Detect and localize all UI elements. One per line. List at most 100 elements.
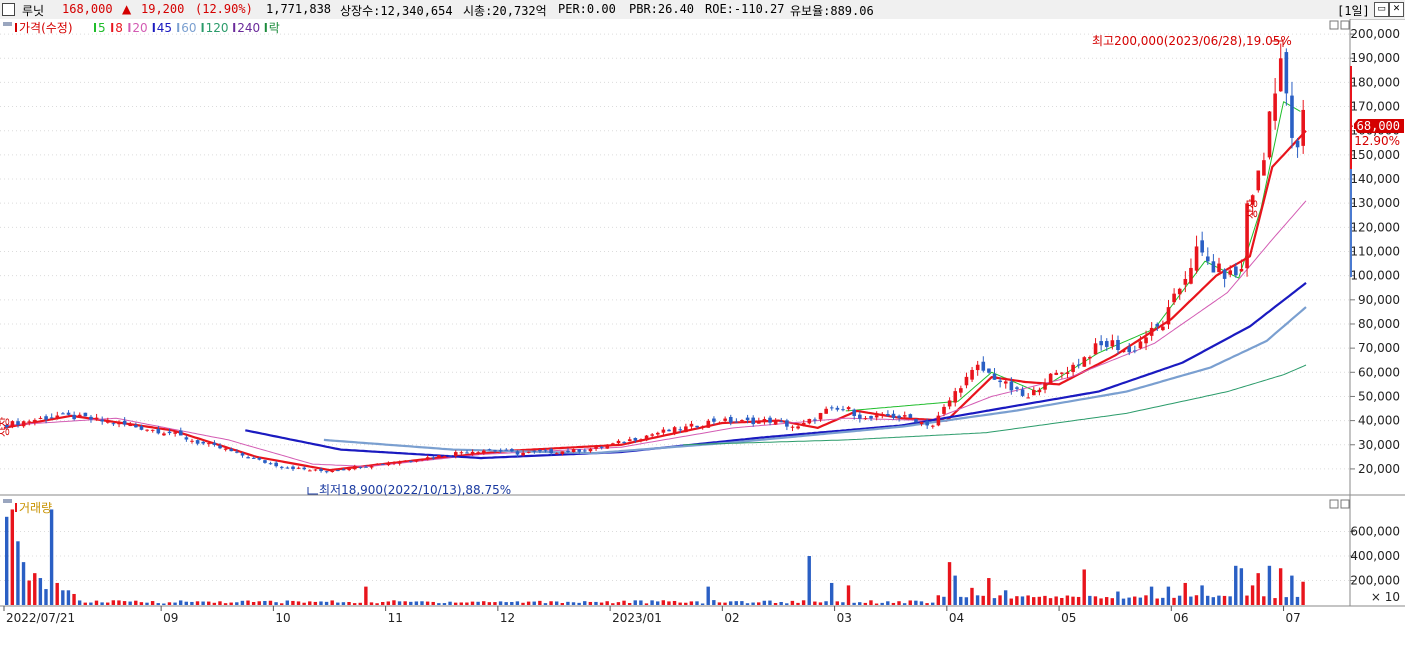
volume-bar xyxy=(1211,597,1215,605)
close-icon[interactable]: ✕ xyxy=(1389,2,1404,17)
stock-info-bar: 루닛 168,000 ▲ 19,200 (12.90%) 1,771,838 상… xyxy=(0,0,1405,20)
volume-bar xyxy=(734,601,738,605)
candle-body xyxy=(930,425,935,427)
candle-body xyxy=(77,414,82,418)
volume-bar xyxy=(1133,596,1137,605)
volume-bar xyxy=(1093,596,1098,605)
candle-body xyxy=(459,452,464,454)
candle-body xyxy=(554,453,559,455)
reserve-ratio: 유보율:889.06 xyxy=(790,4,874,18)
volume-bar xyxy=(998,595,1002,605)
candle-body xyxy=(560,451,565,455)
volume-bar xyxy=(364,586,368,605)
pane-minimize-icon[interactable] xyxy=(1329,20,1339,30)
volume-y-ticks: 200,000 400,000 600,000 xyxy=(1350,525,1400,588)
candle-body xyxy=(644,435,649,441)
pane-close-icon[interactable] xyxy=(1340,20,1350,30)
volume-bar xyxy=(431,601,435,605)
volume-pane-handle-icon[interactable] xyxy=(3,499,12,503)
volume-bar xyxy=(807,556,811,605)
volume-bar xyxy=(616,602,621,605)
volume-bar xyxy=(358,602,362,605)
volume-bar xyxy=(83,602,87,605)
volume-bar xyxy=(324,601,329,605)
period-button[interactable]: [1일] xyxy=(1337,4,1370,18)
candle-body xyxy=(1262,160,1266,176)
volume-bar xyxy=(420,601,424,605)
restore-icon[interactable]: ▭ xyxy=(1374,2,1389,17)
candle-body xyxy=(874,415,879,418)
volume-bar xyxy=(953,575,957,605)
volume-bar xyxy=(369,602,374,605)
ma-line-120 xyxy=(683,364,1307,446)
volume-bar xyxy=(72,593,76,605)
candle-body xyxy=(1267,111,1272,158)
volume-bar xyxy=(218,601,222,605)
candle-body xyxy=(173,432,177,434)
volume-bar xyxy=(841,602,845,605)
volume-bar xyxy=(689,601,694,605)
volume-bar xyxy=(437,603,441,605)
candle-body xyxy=(27,421,32,423)
candle-body xyxy=(571,449,576,453)
volume-bar xyxy=(453,602,458,605)
x-tick-label: 09 xyxy=(163,611,178,625)
candle-body xyxy=(667,429,671,432)
candle-body xyxy=(229,448,234,452)
volume-bar xyxy=(94,600,99,605)
volume-bar xyxy=(1026,595,1030,605)
pane-handle-icon[interactable] xyxy=(3,22,12,26)
volume-bar xyxy=(145,602,149,605)
volume-bar xyxy=(44,589,48,605)
candle-body xyxy=(38,417,43,419)
volume-bar xyxy=(964,597,969,605)
volume-bar xyxy=(268,600,273,605)
legend-ex-label: 락 xyxy=(269,21,280,35)
candle-body xyxy=(1217,263,1221,273)
x-tick-label: 07 xyxy=(1286,611,1301,625)
candle-body xyxy=(1032,389,1036,396)
candle-body xyxy=(1301,109,1305,146)
volume-bar xyxy=(178,600,183,605)
candle-body xyxy=(1127,346,1132,353)
volume-bar xyxy=(796,602,800,605)
volume-bar xyxy=(1082,569,1086,605)
volume-bar xyxy=(448,601,452,605)
volume-bar xyxy=(1161,597,1165,605)
volume-bar xyxy=(1217,595,1221,605)
current-price: 168,000 xyxy=(62,2,113,16)
volume-minimize-icon[interactable] xyxy=(1329,499,1339,509)
legend-ma-45-swatch xyxy=(152,23,155,32)
candle-body xyxy=(476,452,481,454)
legend-ma-5-swatch xyxy=(94,23,96,32)
volume-bar xyxy=(347,602,351,605)
x-tick-label: 10 xyxy=(275,611,290,625)
select-checkbox[interactable] xyxy=(2,3,15,16)
candle-body xyxy=(134,425,138,428)
volume-bar xyxy=(392,600,396,605)
candle-body xyxy=(246,457,250,459)
volume-bar xyxy=(627,602,632,605)
candle-body xyxy=(661,429,666,433)
candle-body xyxy=(1093,343,1098,355)
volume-bar xyxy=(930,602,935,605)
volume-bar xyxy=(246,600,250,605)
volume-bar xyxy=(10,509,15,605)
volume-pane: 거래량 200,000 400,000 600,000 × 10 xyxy=(0,499,1405,607)
candle-body xyxy=(953,391,958,403)
candle-body xyxy=(1003,381,1008,384)
candle-body xyxy=(1088,356,1092,359)
candle-body xyxy=(835,407,840,410)
price-tick-label: 130,000 xyxy=(1350,196,1400,210)
volume-close-icon[interactable] xyxy=(1340,499,1350,509)
candle-body xyxy=(10,421,15,427)
price-tick-label: 50,000 xyxy=(1358,389,1400,403)
volume-bar xyxy=(504,602,508,605)
volume-bar xyxy=(571,602,576,605)
volume-bar xyxy=(173,602,177,605)
volume-bar xyxy=(790,600,795,605)
candle-body xyxy=(919,421,924,425)
volume-bar xyxy=(886,601,890,605)
roe-value: ROE:-110.27 xyxy=(705,2,785,16)
volume-bar xyxy=(336,602,340,605)
